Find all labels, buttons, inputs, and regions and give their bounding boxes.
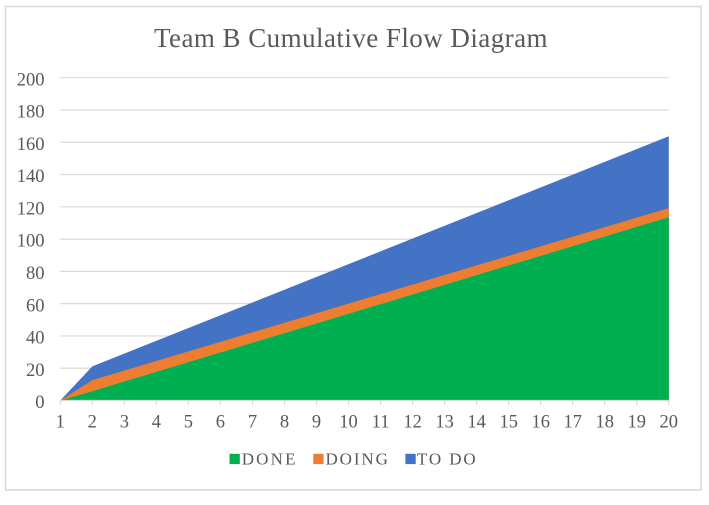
svg-text:13: 13: [435, 413, 454, 433]
svg-text:140: 140: [17, 167, 45, 187]
svg-text:60: 60: [26, 296, 45, 316]
svg-text:160: 160: [17, 135, 45, 155]
svg-text:4: 4: [152, 413, 161, 433]
svg-text:Team B Cumulative Flow Diagram: Team B Cumulative Flow Diagram: [154, 23, 548, 53]
svg-text:180: 180: [17, 103, 45, 123]
svg-text:8: 8: [280, 413, 289, 433]
svg-text:40: 40: [26, 329, 45, 349]
svg-text:12: 12: [403, 413, 422, 433]
svg-text:200: 200: [17, 70, 45, 90]
svg-text:2: 2: [88, 413, 97, 433]
svg-text:19: 19: [628, 413, 647, 433]
svg-text:17: 17: [563, 413, 582, 433]
svg-text:TO DO: TO DO: [417, 449, 478, 468]
svg-text:1: 1: [56, 413, 65, 433]
svg-text:11: 11: [372, 413, 390, 433]
svg-text:100: 100: [17, 232, 45, 252]
svg-text:3: 3: [120, 413, 129, 433]
svg-text:15: 15: [499, 413, 518, 433]
svg-text:20: 20: [660, 413, 679, 433]
svg-text:DOING: DOING: [326, 449, 390, 468]
svg-text:18: 18: [595, 413, 614, 433]
svg-text:20: 20: [26, 361, 45, 381]
svg-text:5: 5: [184, 413, 193, 433]
svg-text:16: 16: [531, 413, 550, 433]
svg-text:80: 80: [26, 264, 45, 284]
svg-text:10: 10: [339, 413, 358, 433]
svg-text:0: 0: [35, 393, 44, 413]
svg-text:9: 9: [312, 413, 321, 433]
svg-text:DONE: DONE: [242, 449, 298, 468]
svg-text:14: 14: [467, 413, 486, 433]
svg-text:7: 7: [248, 413, 257, 433]
svg-text:120: 120: [17, 199, 45, 219]
svg-text:6: 6: [216, 413, 225, 433]
